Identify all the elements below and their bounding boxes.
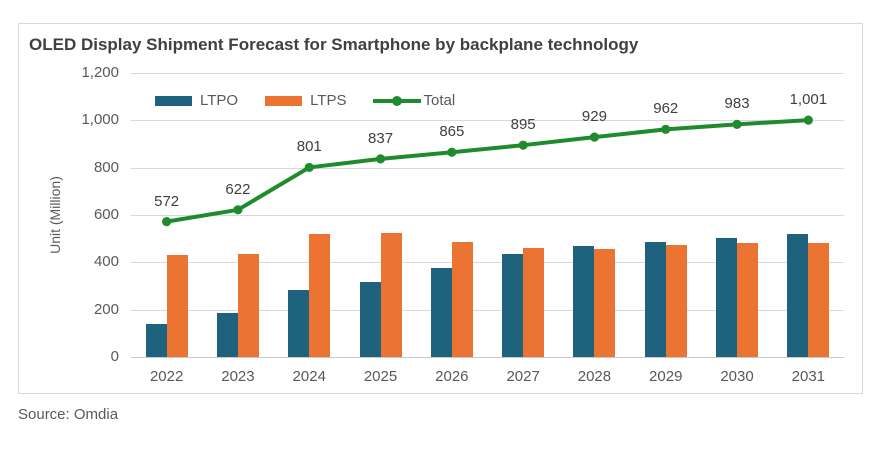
total-data-label-2025: 837 xyxy=(368,129,394,147)
chart-title: OLED Display Shipment Forecast for Smart… xyxy=(29,35,639,54)
legend-item-ltps: LTPS xyxy=(265,92,346,109)
x-tick-label: 2026 xyxy=(435,368,469,385)
total-data-label-2024: 801 xyxy=(296,138,322,156)
bar-ltpo-2028 xyxy=(573,245,595,357)
y-tick-label: 1,200 xyxy=(81,64,119,81)
x-tick-label: 2025 xyxy=(363,368,398,385)
total-data-label-2029: 962 xyxy=(653,100,679,118)
x-tick-label: 2023 xyxy=(221,368,255,385)
bar-ltps-2028 xyxy=(594,248,616,357)
bar-ltpo-2030 xyxy=(716,237,738,357)
source-note: Source: Omdia xyxy=(18,406,119,423)
total-marker-2031 xyxy=(803,115,813,125)
total-marker-2025 xyxy=(375,154,386,164)
legend-label-ltps: LTPS xyxy=(310,92,347,109)
ltpo-swatch xyxy=(155,95,192,106)
gridline xyxy=(131,262,844,264)
bar-ltpo-2031 xyxy=(787,233,809,357)
total-data-label-2023: 622 xyxy=(225,180,251,198)
total-line-dot xyxy=(392,95,403,106)
bar-ltpo-2022 xyxy=(145,323,167,357)
legend-label-ltpo: LTPO xyxy=(200,92,239,109)
total-marker-2023 xyxy=(233,205,243,215)
y-tick-label: 0 xyxy=(110,348,119,365)
bar-ltps-2026 xyxy=(451,241,473,357)
total-marker-2027 xyxy=(518,140,528,150)
bar-ltps-2027 xyxy=(523,248,545,357)
x-tick-label: 2024 xyxy=(292,368,326,385)
x-tick-label: 2030 xyxy=(720,368,754,385)
plot-area: 0 200 400 600 800 1,000 1,200 2022 2023 2024 2025 2… xyxy=(19,24,862,393)
total-marker-2024 xyxy=(304,162,314,173)
gridline xyxy=(131,215,844,216)
total-data-label-2031: 1,001 xyxy=(789,91,828,109)
legend-item-total: Total xyxy=(373,92,455,109)
bar-ltpo-2029 xyxy=(644,241,666,357)
total-data-label-2030: 983 xyxy=(724,95,750,113)
bar-ltps-2023 xyxy=(237,254,259,357)
bar-ltps-2029 xyxy=(665,244,687,357)
bar-ltps-2030 xyxy=(737,243,759,357)
y-tick-label: 1,000 xyxy=(81,111,119,129)
bar-ltpo-2025 xyxy=(359,282,381,357)
total-line-swatch xyxy=(373,95,422,106)
legend-label-total: Total xyxy=(423,92,456,109)
total-marker-2028 xyxy=(589,132,600,142)
total-data-label-2026: 865 xyxy=(439,123,465,141)
x-tick-label: 2029 xyxy=(649,368,683,385)
y-tick-label: 400 xyxy=(93,253,119,271)
legend: LTPO LTPS Total xyxy=(155,92,455,109)
bar-ltps-2025 xyxy=(380,233,402,357)
x-tick-label: 2028 xyxy=(577,368,612,385)
x-tick-label: 2031 xyxy=(791,368,826,385)
total-data-label-2028: 929 xyxy=(581,108,607,126)
x-tick-label: 2022 xyxy=(149,368,184,385)
total-data-label-2022: 572 xyxy=(154,192,180,210)
y-tick-label: 600 xyxy=(93,206,119,223)
bar-ltps-2022 xyxy=(166,254,188,357)
x-tick-label: 2027 xyxy=(506,368,540,385)
total-marker-2030 xyxy=(732,119,742,129)
bar-ltps-2024 xyxy=(309,234,331,357)
gridline xyxy=(131,73,844,74)
total-marker-2022 xyxy=(162,217,172,227)
ltps-swatch xyxy=(265,95,303,106)
y-tick-label: 800 xyxy=(93,158,119,176)
bar-ltpo-2024 xyxy=(288,290,310,357)
total-data-label-2027: 895 xyxy=(510,116,536,134)
gridline xyxy=(131,167,844,169)
total-line xyxy=(166,118,809,224)
total-marker-2029 xyxy=(661,124,671,134)
gridline xyxy=(131,120,844,122)
total-line-layer xyxy=(162,115,813,227)
bar-ltpo-2027 xyxy=(502,253,524,357)
bar-ltpo-2026 xyxy=(430,267,452,357)
chart-card: OLED Display Shipment Forecast for Smart… xyxy=(18,23,863,394)
y-tick-label: 200 xyxy=(93,300,119,318)
bar-ltps-2031 xyxy=(808,243,830,357)
bar-ltpo-2023 xyxy=(216,312,238,357)
gridline xyxy=(131,309,844,311)
total-marker-2026 xyxy=(447,147,457,157)
gridline xyxy=(131,357,844,358)
legend-item-ltpo: LTPO xyxy=(155,92,238,109)
